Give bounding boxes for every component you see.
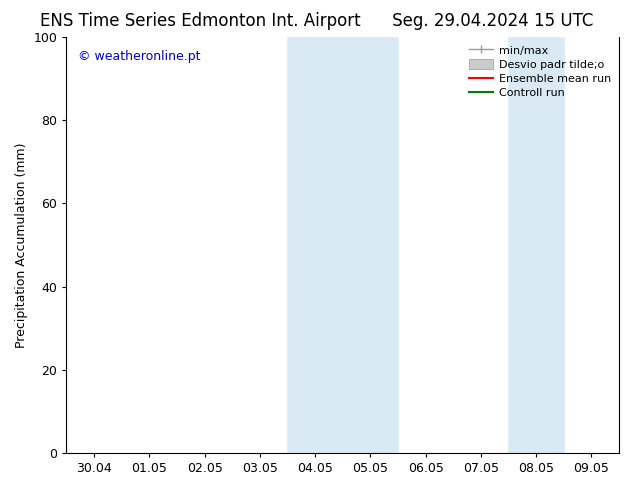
Text: ENS Time Series Edmonton Int. Airport      Seg. 29.04.2024 15 UTC: ENS Time Series Edmonton Int. Airport Se… bbox=[41, 12, 593, 30]
Y-axis label: Precipitation Accumulation (mm): Precipitation Accumulation (mm) bbox=[15, 142, 28, 348]
Bar bbox=[343, 37, 398, 453]
Text: © weatheronline.pt: © weatheronline.pt bbox=[77, 49, 200, 63]
Legend: min/max, Desvio padr tilde;o, Ensemble mean run, Controll run: min/max, Desvio padr tilde;o, Ensemble m… bbox=[465, 41, 616, 102]
Bar bbox=[508, 37, 564, 453]
Bar bbox=[287, 37, 343, 453]
